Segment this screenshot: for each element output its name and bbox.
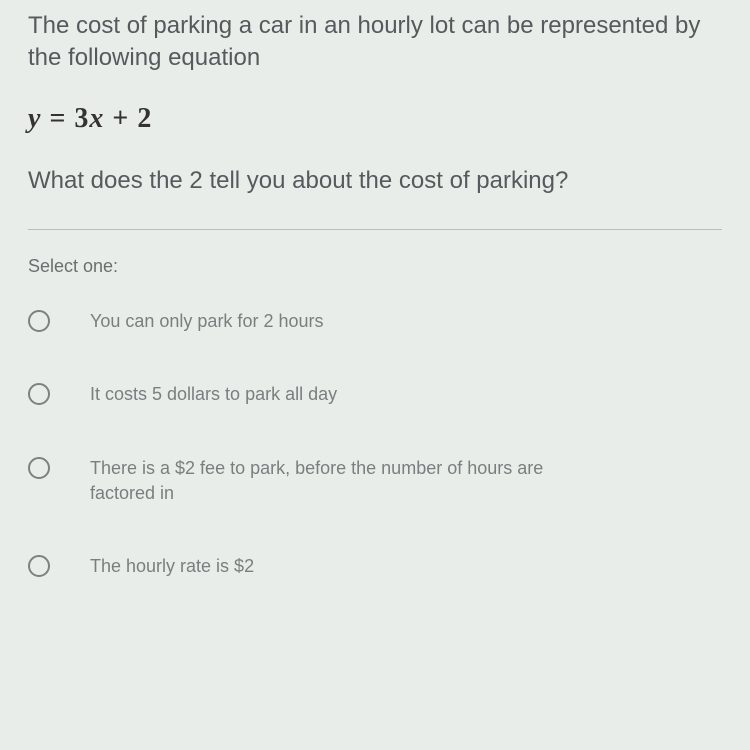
option-row[interactable]: It costs 5 dollars to park all day — [28, 382, 722, 407]
radio-icon[interactable] — [28, 310, 50, 332]
equation-plus: + 2 — [104, 103, 152, 134]
equation-eq: = — [41, 103, 74, 134]
equation-x: x — [89, 103, 104, 134]
equation-coef: 3 — [74, 103, 89, 134]
equation: y = 3x + 2 — [28, 103, 722, 135]
option-text: You can only park for 2 hours — [90, 309, 323, 334]
option-row[interactable]: You can only park for 2 hours — [28, 309, 722, 334]
select-one-label: Select one: — [28, 256, 722, 277]
question-followup: What does the 2 tell you about the cost … — [28, 165, 722, 197]
option-row[interactable]: There is a $2 fee to park, before the nu… — [28, 456, 722, 506]
radio-icon[interactable] — [28, 457, 50, 479]
option-text: The hourly rate is $2 — [90, 554, 254, 579]
option-text: It costs 5 dollars to park all day — [90, 382, 337, 407]
option-text: There is a $2 fee to park, before the nu… — [90, 456, 570, 506]
option-row[interactable]: The hourly rate is $2 — [28, 554, 722, 579]
equation-y: y — [28, 103, 41, 134]
question-intro: The cost of parking a car in an hourly l… — [28, 10, 722, 75]
radio-icon[interactable] — [28, 383, 50, 405]
radio-icon[interactable] — [28, 555, 50, 577]
divider — [28, 229, 722, 230]
